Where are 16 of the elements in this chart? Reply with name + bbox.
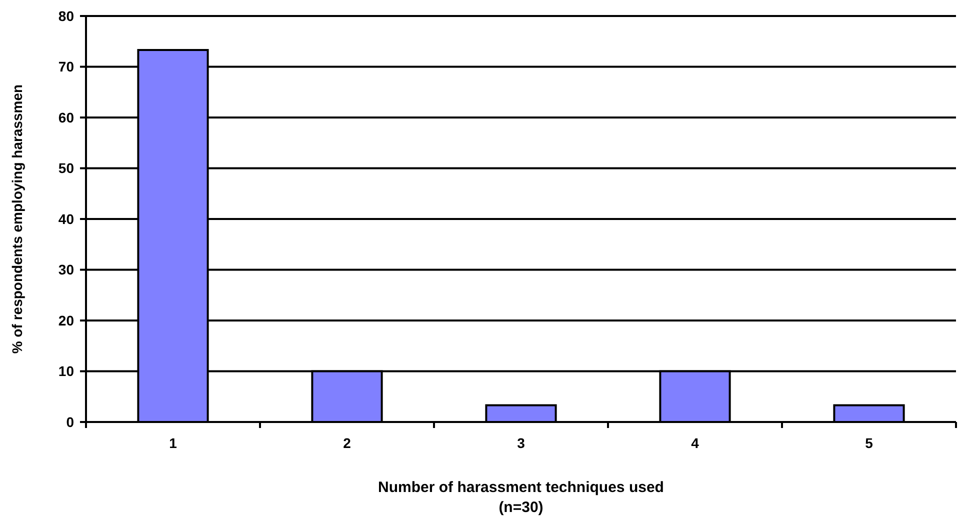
x-axis-title: Number of harassment techniques used (n=30) <box>378 479 664 516</box>
x-tick-label: 5 <box>865 435 874 451</box>
y-tick-label: 20 <box>58 312 74 328</box>
y-tick-label: 0 <box>66 414 74 430</box>
x-tick-label: 4 <box>691 435 700 451</box>
y-tick-label: 80 <box>58 8 74 24</box>
y-tick-label: 10 <box>58 363 74 380</box>
x-tick-label: 3 <box>517 435 526 451</box>
y-tick-label: 60 <box>58 109 74 126</box>
y-tick-label: 70 <box>58 58 74 75</box>
x-tick-label: 1 <box>169 435 178 451</box>
y-tick-label: 50 <box>58 160 74 176</box>
y-tick-label: 30 <box>58 262 74 278</box>
y-tick-label: 40 <box>58 210 74 227</box>
x-tick-label: 2 <box>343 435 352 451</box>
y-axis-title: % of respondents employing harassmen <box>9 84 25 354</box>
